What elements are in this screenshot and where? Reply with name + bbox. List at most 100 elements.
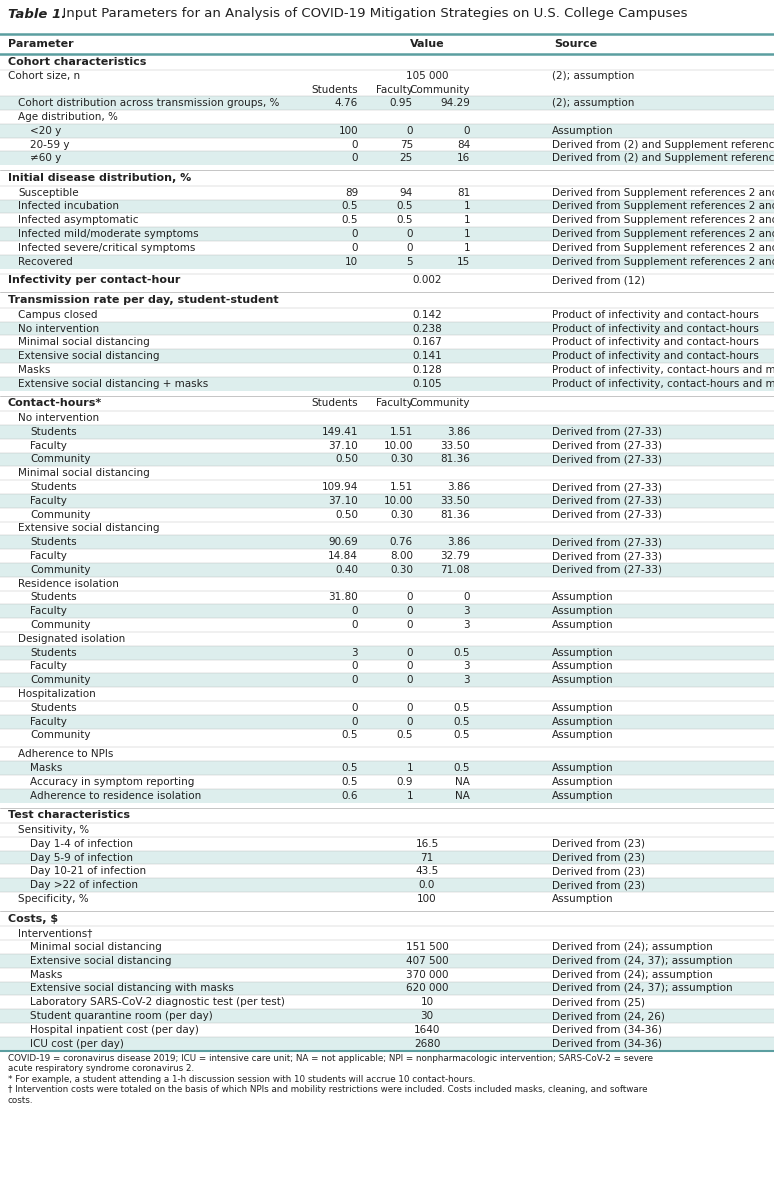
Text: 109.94: 109.94: [322, 483, 358, 492]
Text: Sensitivity, %: Sensitivity, %: [18, 825, 89, 834]
Bar: [0, 507, 774, 521]
Text: Designated isolation: Designated isolation: [18, 634, 125, 644]
Text: 90.69: 90.69: [328, 537, 358, 547]
Bar: [0, 439, 774, 453]
Text: Derived from (27-33): Derived from (27-33): [552, 440, 662, 451]
Text: 620 000: 620 000: [406, 984, 448, 993]
Text: 0: 0: [464, 592, 470, 603]
Bar: [0, 687, 774, 701]
Text: 0: 0: [351, 661, 358, 672]
Text: No intervention: No intervention: [18, 324, 99, 333]
Bar: [0, 774, 774, 789]
Text: 105 000: 105 000: [406, 72, 448, 81]
Text: Infected asymptomatic: Infected asymptomatic: [18, 215, 139, 225]
Text: 0.40: 0.40: [335, 565, 358, 574]
Bar: [0, 926, 774, 940]
Text: 0.30: 0.30: [390, 454, 413, 465]
Text: 0: 0: [351, 606, 358, 617]
Text: Derived from (23): Derived from (23): [552, 839, 645, 849]
Bar: [0, 97, 774, 111]
Text: 151 500: 151 500: [406, 942, 448, 952]
Bar: [0, 563, 774, 577]
Text: Students: Students: [30, 483, 77, 492]
Bar: [0, 335, 774, 350]
Text: 0: 0: [406, 242, 413, 253]
Text: 32.79: 32.79: [440, 551, 470, 561]
Text: 0.5: 0.5: [341, 201, 358, 212]
Text: ICU cost (per day): ICU cost (per day): [30, 1038, 124, 1049]
Text: 0.128: 0.128: [412, 365, 442, 375]
Text: 3: 3: [464, 606, 470, 617]
Text: 1: 1: [464, 201, 470, 212]
Text: Day >22 of infection: Day >22 of infection: [30, 880, 138, 890]
Text: Faculty: Faculty: [30, 440, 67, 451]
Text: Students: Students: [30, 427, 77, 437]
Bar: [0, 350, 774, 363]
Text: 1: 1: [406, 791, 413, 800]
Text: 3: 3: [464, 661, 470, 672]
Text: 20-59 y: 20-59 y: [30, 140, 70, 149]
Text: 0: 0: [351, 620, 358, 630]
Text: 16: 16: [457, 153, 470, 164]
Bar: [0, 864, 774, 878]
Text: 0: 0: [406, 592, 413, 603]
Bar: [0, 605, 774, 618]
Text: 0: 0: [464, 126, 470, 135]
Text: 0: 0: [351, 717, 358, 726]
Text: Masks: Masks: [30, 970, 63, 979]
Text: Infected incubation: Infected incubation: [18, 201, 119, 212]
Text: ≠60 y: ≠60 y: [30, 153, 61, 164]
Text: Derived from (24, 26): Derived from (24, 26): [552, 1011, 665, 1022]
Text: 0: 0: [406, 676, 413, 685]
Text: Table 1.: Table 1.: [8, 7, 67, 20]
Text: 16.5: 16.5: [416, 839, 439, 849]
Text: 1.51: 1.51: [390, 427, 413, 437]
Text: 75: 75: [399, 140, 413, 149]
Text: 3.86: 3.86: [447, 537, 470, 547]
Text: Cohort size, n: Cohort size, n: [8, 72, 80, 81]
Text: 0.6: 0.6: [341, 791, 358, 800]
Bar: [0, 254, 774, 268]
Text: Masks: Masks: [30, 763, 63, 773]
Text: Community: Community: [409, 85, 470, 95]
Text: Derived from (24); assumption: Derived from (24); assumption: [552, 942, 713, 952]
Text: 0: 0: [351, 230, 358, 239]
Text: Product of infectivity and contact-hours: Product of infectivity and contact-hours: [552, 338, 759, 347]
Bar: [0, 1023, 774, 1037]
Text: 81.36: 81.36: [440, 510, 470, 520]
Text: Assumption: Assumption: [552, 717, 614, 726]
Text: Derived from (27-33): Derived from (27-33): [552, 483, 662, 492]
Text: Faculty: Faculty: [30, 717, 67, 726]
Text: Recovered: Recovered: [18, 257, 73, 267]
Text: Derived from (24, 37); assumption: Derived from (24, 37); assumption: [552, 984, 733, 993]
Text: 0.5: 0.5: [341, 215, 358, 225]
Text: Hospitalization: Hospitalization: [18, 689, 96, 699]
Text: 0.5: 0.5: [454, 763, 470, 773]
Bar: [0, 789, 774, 803]
Text: 100: 100: [417, 895, 437, 904]
Text: Derived from (23): Derived from (23): [552, 880, 645, 890]
Bar: [0, 577, 774, 591]
Text: Adherence to residence isolation: Adherence to residence isolation: [30, 791, 201, 800]
Text: Community: Community: [30, 565, 91, 574]
Text: 0.105: 0.105: [413, 379, 442, 388]
Text: 0: 0: [406, 230, 413, 239]
Text: costs.: costs.: [8, 1096, 33, 1104]
Text: 0.0: 0.0: [419, 880, 435, 890]
Bar: [0, 200, 774, 213]
Text: Product of infectivity and contact-hours: Product of infectivity and contact-hours: [552, 324, 759, 333]
Bar: [0, 186, 774, 200]
Text: NA: NA: [455, 791, 470, 800]
Text: 370 000: 370 000: [406, 970, 448, 979]
Text: Derived from Supplement references 2 and 3: Derived from Supplement references 2 and…: [552, 187, 774, 198]
Text: Masks: Masks: [18, 365, 50, 375]
Bar: [0, 837, 774, 851]
Text: 81.36: 81.36: [440, 454, 470, 465]
Text: Day 5-9 of infection: Day 5-9 of infection: [30, 852, 133, 863]
Text: 1: 1: [406, 763, 413, 773]
Text: 0.5: 0.5: [396, 215, 413, 225]
Text: 71: 71: [420, 852, 433, 863]
Bar: [0, 807, 774, 823]
Bar: [0, 714, 774, 729]
Text: 89: 89: [344, 187, 358, 198]
